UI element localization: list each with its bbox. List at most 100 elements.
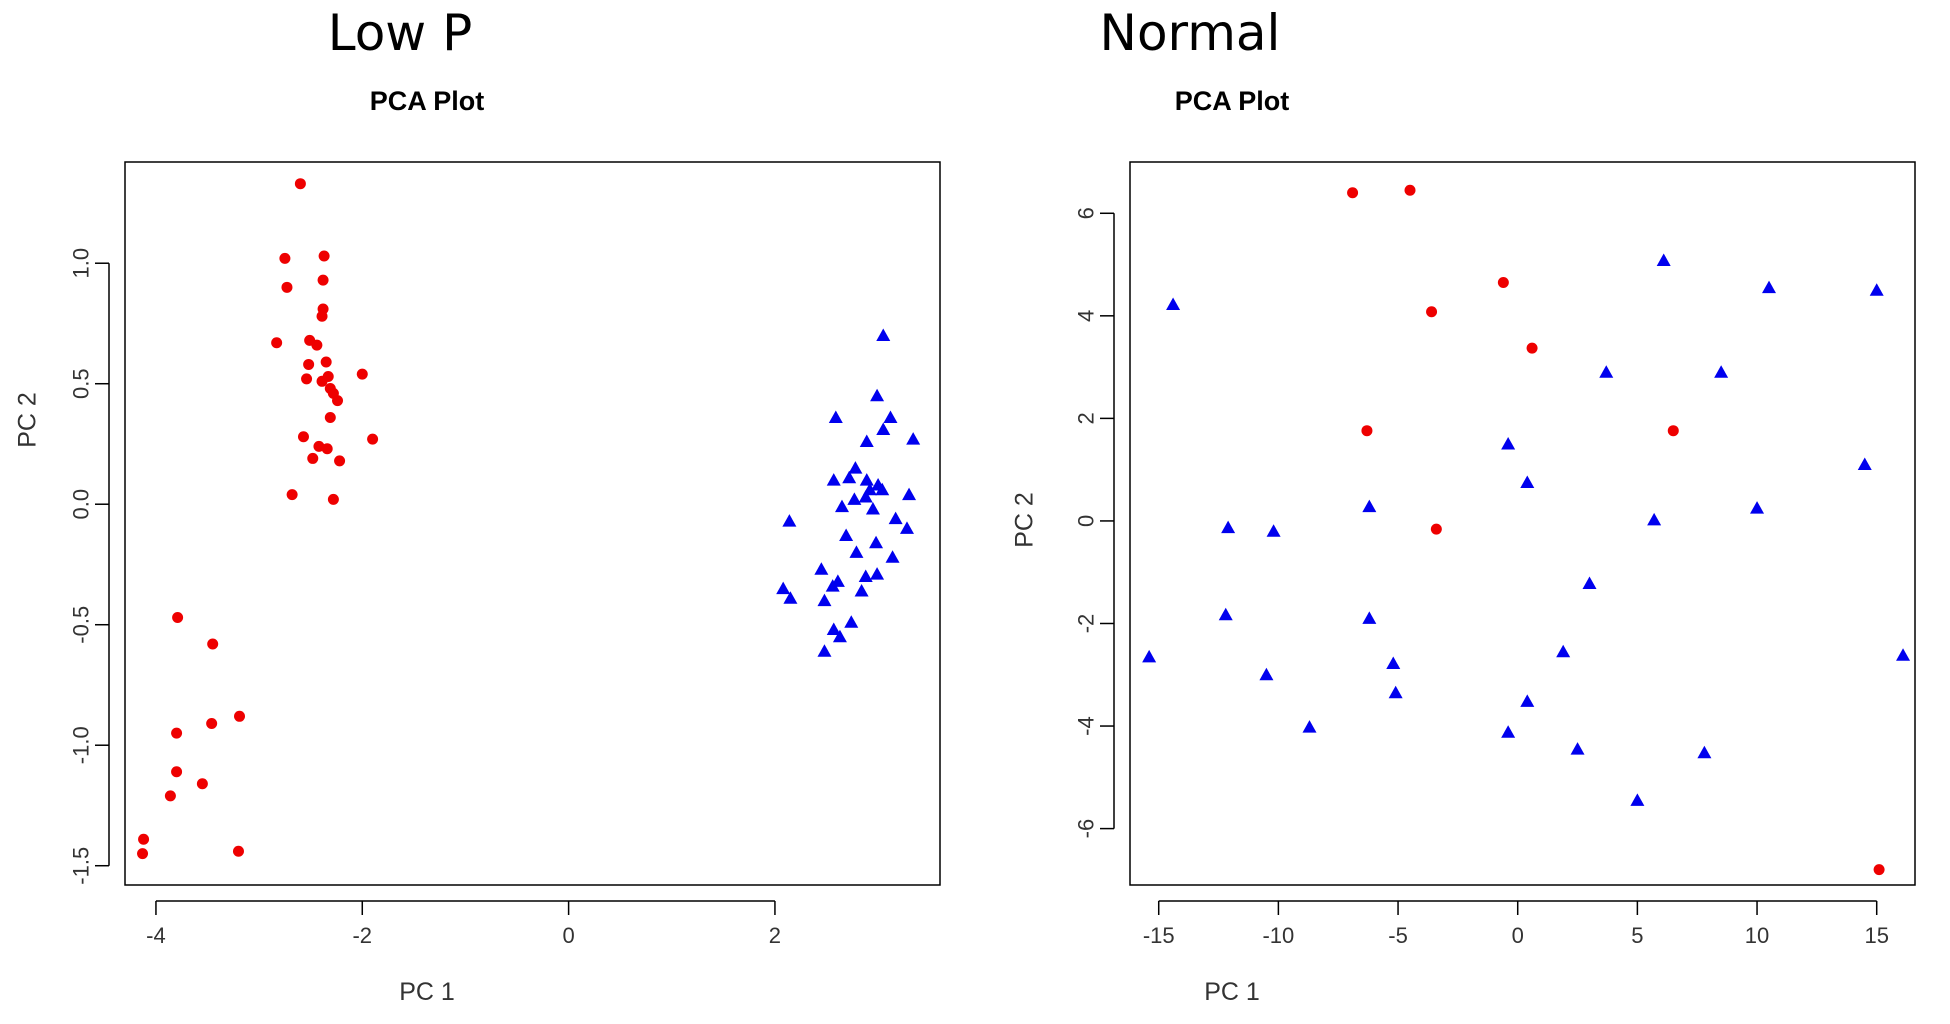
data-point-triangle: [869, 535, 884, 549]
data-point-triangle: [1896, 648, 1911, 661]
y-tick-label: -6: [1074, 819, 1099, 839]
data-point-triangle: [1714, 365, 1729, 378]
data-point-triangle: [1570, 742, 1585, 755]
scatter-plot-low-p: -4 -2 0 2 -1.5 -1.0 -0.5 0.0 0.5 1.0: [69, 161, 941, 948]
data-point-triangle: [826, 473, 841, 486]
scatter-plot-normal: -15 -10 -5 0 5 10 15 -6 -4 -2 0 2 4 6: [1074, 161, 1916, 948]
data-point-circle: [1873, 864, 1885, 876]
x-tick-label: 0: [562, 923, 574, 948]
data-point-triangle: [1166, 297, 1181, 311]
data-point-circle: [1404, 184, 1416, 196]
y-axis-label: PC 2: [13, 392, 42, 448]
data-point-circle: [281, 281, 293, 293]
data-point-circle: [171, 727, 183, 739]
data-point-triangle: [1386, 656, 1401, 669]
chart-panel-normal: Normal PCA Plot -15 -10 -5 0 5 10 15 -6 -4 -2 0 2 4 6…: [975, 0, 1950, 1024]
data-point-circle: [279, 252, 291, 264]
data-point-triangle: [899, 521, 914, 534]
data-point-triangle: [1630, 793, 1645, 806]
data-point-circle: [1430, 523, 1442, 535]
plot-frame: [1129, 161, 1916, 886]
x-tick-label: -15: [1143, 923, 1175, 948]
data-point-triangle: [783, 591, 798, 604]
y-tick-label: 1.0: [69, 248, 94, 279]
data-point-circle: [327, 493, 339, 505]
y-tick-label: 0.0: [69, 489, 94, 520]
data-point-triangle: [902, 487, 917, 501]
data-point-triangle: [844, 615, 859, 628]
x-axis-label: PC 1: [1204, 978, 1260, 1006]
data-point-triangle: [828, 410, 843, 423]
data-point-triangle: [832, 629, 847, 643]
data-point-circle: [171, 766, 183, 778]
x-tick-label: 10: [1745, 923, 1769, 948]
data-point-circle: [321, 443, 333, 455]
data-point-circle: [172, 611, 184, 623]
panel-heading: Normal: [1099, 4, 1281, 62]
data-point-triangle: [1750, 501, 1765, 514]
data-point-circle: [311, 339, 323, 351]
data-point-circle: [334, 455, 346, 467]
data-point-triangle: [842, 470, 857, 484]
data-point-triangle: [1656, 253, 1671, 266]
data-point-triangle: [885, 550, 900, 563]
data-point-triangle: [876, 328, 891, 342]
data-point-triangle: [1388, 685, 1403, 699]
y-tick-label: 0: [1074, 515, 1099, 527]
data-point-circle: [1347, 187, 1359, 199]
x-tick-label: -10: [1262, 923, 1294, 948]
data-point-triangle: [859, 434, 874, 448]
y-tick-label: 2: [1074, 412, 1099, 424]
data-point-circle: [303, 358, 315, 370]
data-point-circle: [206, 718, 218, 730]
y-tick-label: -1.5: [69, 847, 94, 885]
chart-panel-low-p: Low P PCA Plot -4 -2 0 2 -1.5 -1.0 -0.5 0.0 0.5 1…: [13, 4, 941, 1006]
data-point-circle: [1426, 306, 1438, 318]
data-point-triangle: [1762, 280, 1777, 294]
plot-title: PCA Plot: [1174, 86, 1290, 116]
data-point-triangle: [1221, 520, 1236, 534]
data-point-circle: [138, 833, 150, 845]
y-tick-label: 0.5: [69, 368, 94, 399]
data-point-triangle: [883, 410, 898, 423]
data-point-triangle: [1582, 576, 1597, 589]
data-point-triangle: [1362, 611, 1377, 624]
data-point-triangle: [1599, 365, 1614, 378]
data-point-triangle: [876, 422, 891, 436]
y-tick-label: 4: [1074, 310, 1099, 322]
data-point-triangle: [826, 622, 841, 636]
data-point-triangle: [814, 562, 829, 575]
data-point-triangle: [847, 492, 862, 505]
x-tick-label: 15: [1864, 923, 1888, 948]
data-point-triangle: [858, 489, 873, 503]
data-point-circle: [207, 638, 219, 650]
data-point-triangle: [1142, 649, 1157, 663]
x-tick-label: -2: [352, 923, 372, 948]
data-point-circle: [164, 790, 176, 802]
y-tick-label: -2: [1074, 614, 1099, 634]
data-point-circle: [232, 845, 244, 857]
data-point-triangle: [782, 514, 797, 527]
data-point-triangle: [825, 579, 840, 592]
data-point-triangle: [817, 644, 832, 657]
data-point-triangle: [858, 569, 873, 583]
y-tick-label: 6: [1074, 207, 1099, 219]
data-point-circle: [1497, 277, 1509, 288]
data-point-circle: [318, 250, 330, 262]
data-point-circle: [322, 370, 334, 382]
x-tick-label: 5: [1631, 923, 1643, 948]
data-point-circle: [234, 710, 246, 722]
data-point-triangle: [849, 545, 864, 558]
data-point-circle: [316, 310, 328, 322]
data-point-triangle: [1501, 725, 1516, 738]
panel-heading: Low P: [327, 4, 473, 62]
data-point-triangle: [1259, 667, 1274, 681]
data-point-triangle: [1266, 524, 1281, 537]
data-point-triangle: [875, 482, 890, 496]
data-point-triangle: [817, 593, 832, 607]
data-point-circle: [313, 440, 325, 452]
data-point-circle: [301, 373, 313, 385]
y-tick-label: -4: [1074, 716, 1099, 736]
x-tick-label: -4: [146, 923, 166, 948]
data-point-circle: [367, 433, 379, 445]
